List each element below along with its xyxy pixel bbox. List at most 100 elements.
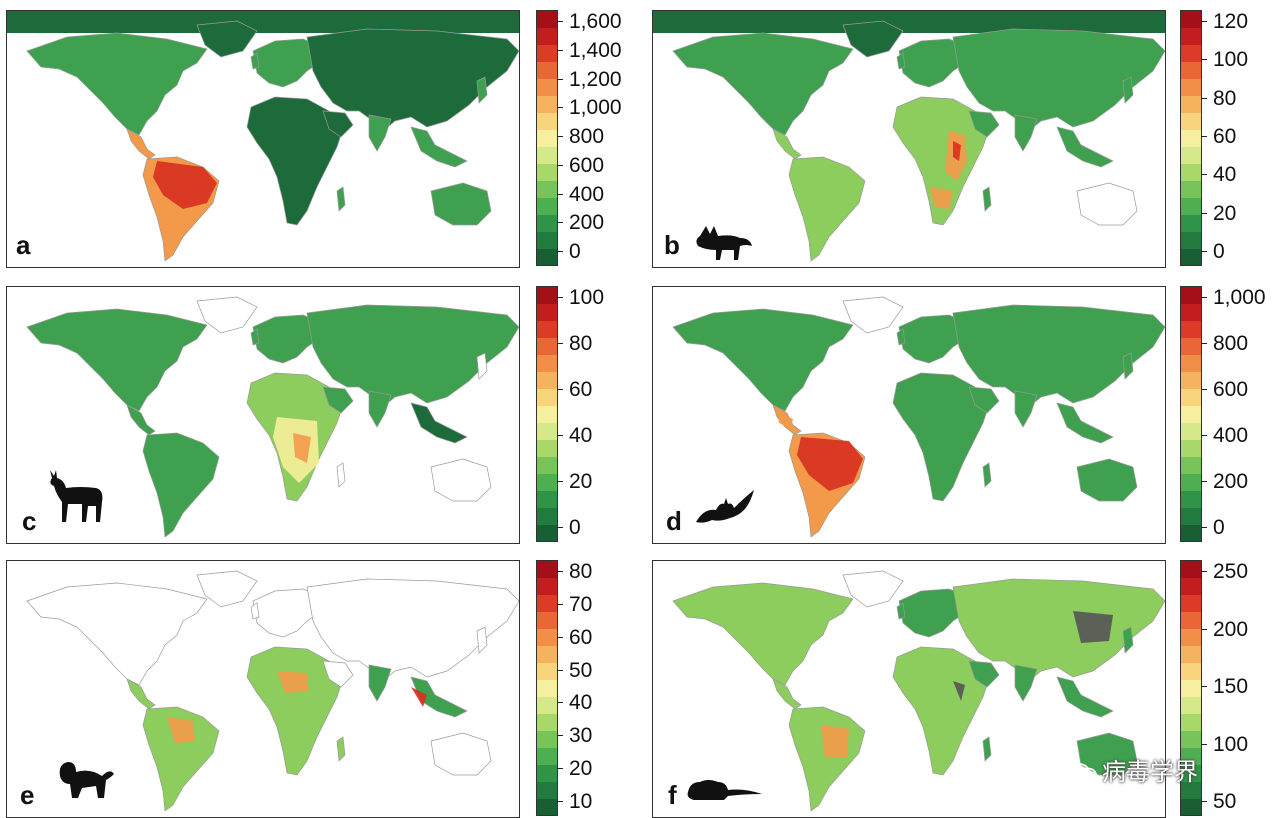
colorbar-band [1181,730,1201,748]
hotspot [953,141,961,161]
colorbar-band [1181,248,1201,266]
panel-letter: b [664,230,680,260]
colorbar-tick-label: 400 [1213,424,1249,447]
colorbar-tick-label: 1,600 [569,10,622,33]
colorbar: 100 80 60 40 20 0 [536,286,604,542]
colorbar: 1,000 800 600 400 200 0 [1180,286,1266,542]
colorbar-tick [557,107,563,109]
colorbar-band [537,44,557,63]
landmass-uk [250,602,260,620]
colorbar-band [1181,78,1201,97]
colorbar-band [1181,507,1201,525]
colorbar-band [537,561,557,579]
colorbar-band [537,611,557,630]
colorbar-band [537,27,557,46]
landmass-uk [896,328,906,346]
landmass-uk [896,602,906,620]
colorbar-band [537,679,557,697]
colorbar-band [1181,129,1201,147]
colorbar-tick-label: 50 [1213,790,1237,813]
colorbar-tick-label: 200 [1213,617,1249,641]
colorbar-band [1181,456,1201,474]
landmass-madagascar [336,462,346,488]
colorbar-tick [1201,297,1207,298]
landmass-namerica [672,582,854,686]
colorbar-band [537,354,557,373]
colorbar-tick [1201,571,1207,572]
colorbar-tick [1201,435,1207,436]
colorbar-band [537,662,557,681]
colorbar-band [1181,439,1201,457]
colorbar-tick-label: 80 [569,560,593,583]
colorbar-tick [1201,389,1207,390]
colorbar-tick-label: 1,000 [1213,286,1266,309]
landmass-greenland [842,570,904,608]
colorbar-tick-label: 10 [569,790,593,813]
colorbar-tick-label: 60 [569,378,593,401]
colorbar-tick [1201,743,1207,745]
rodent-icon [687,780,762,800]
colorbar-tick [557,435,563,436]
monkey-icon [59,762,114,798]
hotspot [293,433,311,463]
hotspot [277,671,309,693]
colorbar-band [537,456,557,474]
colorbar-band [537,439,557,457]
colorbar-tick [1201,527,1207,528]
landmass-madagascar [336,186,346,212]
hotspot [953,681,965,701]
landmass-arabia [322,386,354,414]
colorbar-band [537,422,557,440]
colorbar-band [537,781,557,799]
panel-d: d 1,000 800 600 400 200 0 [652,286,1280,544]
landmass-namerica [26,582,208,686]
landmass-greenland [196,296,258,334]
colorbar-band [1181,287,1201,305]
landmass-greenland [842,20,904,58]
panel-e: e 80 70 60 50 40 30 20 10 [6,560,636,818]
landmass-europe [252,314,324,364]
colorbar-band [1181,11,1201,29]
colorbar-tick-label: 20 [569,757,593,781]
colorbar-tick-label: 0 [569,240,581,263]
colorbar-band [537,287,557,305]
colorbar-tick-label: 400 [569,182,605,206]
landmass-asia [306,578,519,682]
colorbar-band [537,11,557,29]
landmass-arabia [968,660,1000,688]
bat-icon [696,490,754,523]
colorbar-tick [557,801,563,802]
colorbar-tick [557,603,563,605]
landmass-europe [898,38,970,88]
landmass-namerica [672,308,854,412]
colorbar-band [1181,679,1201,697]
colorbar-tick-label: 250 [1213,560,1249,583]
colorbar-tick [557,222,563,224]
landmass-africa [892,96,990,226]
colorbar-band [1181,371,1201,390]
colorbar-band [537,95,557,114]
hotspot [1073,611,1113,643]
landmass-japan [476,76,488,104]
colorbar-band [537,645,557,664]
colorbar-band [1181,524,1201,542]
panel-letter: f [668,780,677,810]
colorbar-tick [557,49,563,51]
colorbar-tick [1201,21,1207,22]
colorbar-band [1181,320,1201,339]
landmass-seasia [410,402,468,444]
colorbar-band [1181,490,1201,508]
colorbar-band [537,197,557,215]
colorbar: 1,600 1,400 1,200 1,000 800 600 400 200 0 [536,10,622,266]
landmass-seasia [1056,126,1114,168]
colorbar-band [1181,645,1201,664]
colorbar-band [537,163,557,181]
colorbar-band [1181,95,1201,114]
landmass-japan [1122,76,1134,104]
colorbar-band [1181,561,1201,579]
landmass-camerica [772,678,802,710]
colorbar: 80 70 60 50 40 30 20 10 [536,560,592,816]
landmass-europe [252,588,324,638]
landmass-asia [952,28,1165,132]
landmass-camerica [126,404,156,436]
